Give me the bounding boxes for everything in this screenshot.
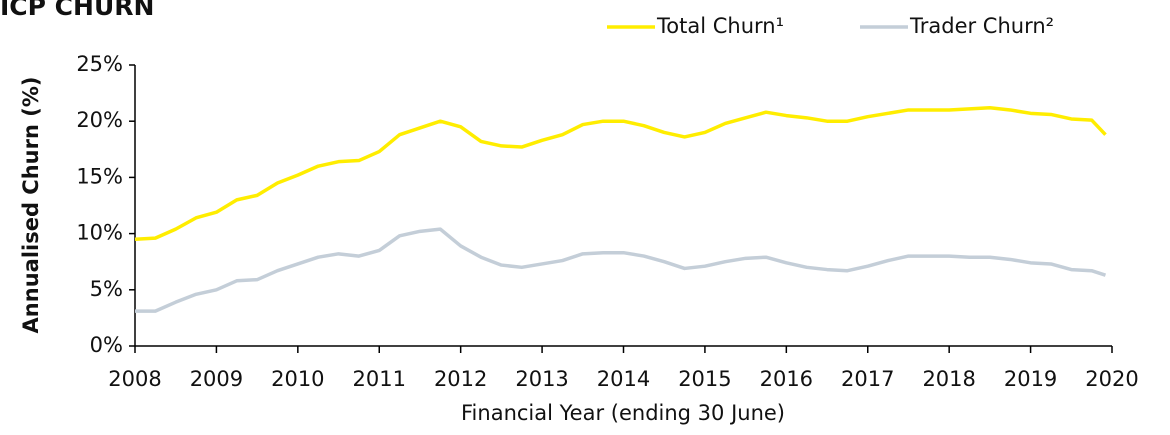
x-tick-label: 2013 xyxy=(515,367,568,391)
y-tick-label: 15% xyxy=(76,164,123,188)
x-tick-label: 2012 xyxy=(434,367,487,391)
x-tick-label: 2008 xyxy=(108,367,161,391)
x-tick-label: 2009 xyxy=(190,367,243,391)
legend-label: Trader Churn² xyxy=(909,14,1054,38)
y-tick-label: 25% xyxy=(76,52,123,76)
x-tick-label: 2011 xyxy=(353,367,406,391)
y-tick-label: 0% xyxy=(90,333,123,357)
x-axis-label: Financial Year (ending 30 June) xyxy=(461,401,785,425)
chart-title: ICP CHURN xyxy=(0,0,154,21)
legend-label: Total Churn¹ xyxy=(656,14,784,38)
x-tick-label: 2019 xyxy=(1004,367,1057,391)
y-tick-label: 10% xyxy=(76,221,123,245)
x-tick-label: 2014 xyxy=(597,367,650,391)
data-line xyxy=(135,227,1107,313)
x-tick-label: 2017 xyxy=(841,367,894,391)
x-tick-label: 2020 xyxy=(1085,367,1138,391)
y-axis-label: Annualised Churn (%) xyxy=(19,77,43,334)
y-tick-label: 5% xyxy=(90,277,123,301)
x-tick-label: 2018 xyxy=(922,367,975,391)
y-tick-label: 20% xyxy=(76,108,123,132)
x-tick-label: 2016 xyxy=(760,367,813,391)
data-line xyxy=(134,105,1107,241)
x-tick-label: 2015 xyxy=(678,367,731,391)
x-tick-label: 2010 xyxy=(271,367,324,391)
